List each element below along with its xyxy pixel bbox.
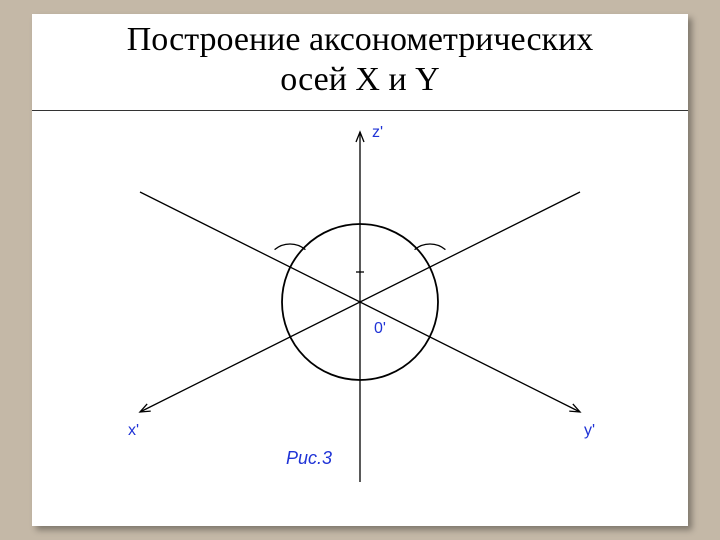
title-container: Построение аксонометрических осей X и Y <box>32 14 688 100</box>
origin-label: 0' <box>374 320 386 338</box>
x-axis-label: x' <box>128 422 139 440</box>
y-axis-label: y' <box>584 422 595 440</box>
page-title: Построение аксонометрических осей X и Y <box>32 20 688 100</box>
diagram-svg <box>110 122 610 502</box>
z-axis-label: z' <box>372 124 383 142</box>
axonometric-diagram: z' 0' x' y' Рис.3 <box>110 122 610 502</box>
title-underline <box>32 110 688 111</box>
slide-background: Построение аксонометрических осей X и Y … <box>0 0 720 540</box>
figure-caption: Рис.3 <box>286 448 332 469</box>
content-card: Построение аксонометрических осей X и Y … <box>32 14 688 526</box>
